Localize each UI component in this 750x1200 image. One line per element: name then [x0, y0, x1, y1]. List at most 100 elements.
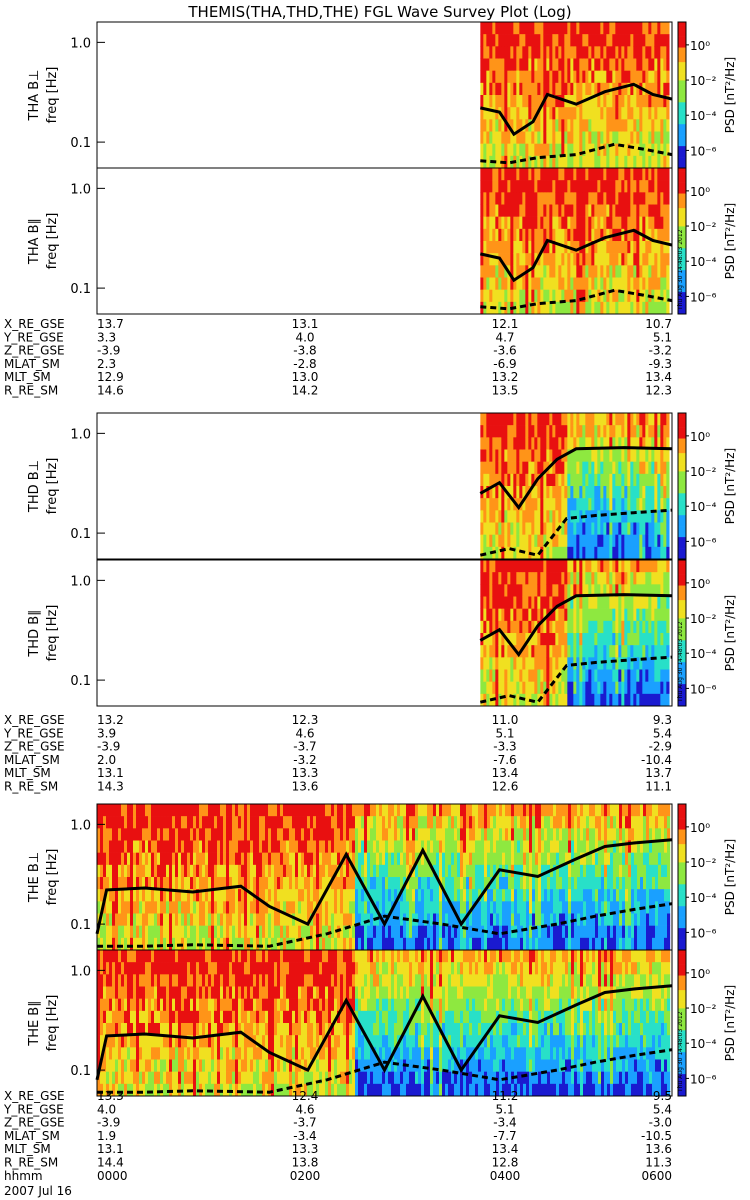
- ephem-value: -3.9: [97, 1116, 120, 1130]
- colorbar-label: PSD [nT²/Hz]: [723, 203, 737, 279]
- timestamp-stamp: Thu Aug 30 14:48:03 2012: [677, 1011, 684, 1093]
- ephem-value: -3.7: [293, 1116, 316, 1130]
- panel-label: THD B⊥: [27, 460, 42, 513]
- y-tick-label: 0.1: [70, 1064, 91, 1079]
- ephem-value: 5.1: [495, 726, 514, 740]
- ephem-value: 12.8: [492, 1156, 519, 1170]
- colorbar-label: PSD [nT²/Hz]: [723, 448, 737, 524]
- ephem-value: 13.1: [292, 317, 319, 331]
- ephem-value: 13.7: [645, 766, 672, 780]
- ephem-value: 13.4: [492, 1142, 519, 1156]
- spectrogram-image: [480, 22, 670, 169]
- colorbar-tick-label: 10⁻⁶: [690, 144, 717, 158]
- colorbar-tick-label: 10⁰: [690, 821, 710, 835]
- ephem-value: 13.6: [292, 780, 319, 794]
- dashed-trace: [480, 288, 673, 311]
- y-tick-label: 1.0: [70, 182, 91, 197]
- spectrogram-panel: 1.0 0.1 THA B⊥ freq [Hz] 10⁰ 10⁻² 10⁻⁴ 10⁻⁶ PSD …: [27, 21, 737, 169]
- ephem-value: 5.1: [653, 330, 672, 344]
- solid-trace: [479, 446, 673, 511]
- ephem-row-name: R_RE_SM: [4, 384, 58, 398]
- ephem-value: -7.7: [493, 1129, 516, 1143]
- colorbar-label: PSD [nT²/Hz]: [723, 57, 737, 133]
- ephem-value: 12.3: [645, 384, 672, 398]
- colorbar-label: PSD [nT²/Hz]: [723, 985, 737, 1061]
- ephem-value: 14.6: [97, 384, 124, 398]
- ephem-row-name: R_RE_SM: [4, 1156, 58, 1170]
- y-axis-label: freq [Hz]: [45, 458, 60, 515]
- figure-title: THEMIS(THA,THD,THE) FGL Wave Survey Plot…: [187, 3, 571, 21]
- ephem-value: -3.9: [97, 740, 120, 754]
- colorbar-tick-label: 10⁻²: [690, 74, 717, 88]
- spectrogram-panel: 1.0 0.1 THE B⊥ freq [Hz] 10⁰ 10⁻² 10⁻⁴ 10⁻⁶ PSD …: [27, 803, 737, 951]
- colorbar-tick-label: 10⁻⁴: [690, 109, 717, 123]
- y-tick-label: 1.0: [70, 818, 91, 833]
- y-tick-label: 0.1: [70, 527, 91, 542]
- ephem-value: 4.0: [97, 1102, 116, 1116]
- colorbar-label: PSD [nT²/Hz]: [723, 839, 737, 915]
- ephem-value: 13.2: [97, 713, 124, 727]
- colorbar-tick-label: 10⁻⁶: [690, 926, 717, 940]
- ephem-value: 5.4: [653, 1102, 672, 1116]
- ephem-value: 14.3: [97, 780, 124, 794]
- ephem-value: 12.6: [492, 780, 519, 794]
- ephem-value: -3.6: [493, 344, 516, 358]
- ephem-value: -2.9: [649, 740, 672, 754]
- ephem-row-name: Z_RE_GSE: [4, 740, 65, 754]
- ephem-row-name: MLT_SM: [4, 1142, 51, 1156]
- ephem-value: 9.3: [653, 713, 672, 727]
- ephem-value: 0200: [290, 1169, 321, 1183]
- ephem-value: -3.4: [493, 1116, 516, 1130]
- ephem-row-name: hhmm: [4, 1169, 43, 1183]
- colorbar: 10⁰ 10⁻² 10⁻⁴ 10⁻⁶ PSD [nT²/Hz]: [677, 412, 737, 560]
- solid-trace: [479, 593, 673, 658]
- ephem-row-name: MLAT_SM: [4, 357, 60, 371]
- ephem-value: 5.4: [653, 726, 672, 740]
- colorbar-tick-label: 10⁻⁴: [690, 891, 717, 905]
- ephem-value: 13.4: [645, 370, 672, 384]
- ephem-value: 11.2: [492, 1089, 519, 1103]
- spectrogram-image: [480, 168, 670, 315]
- ephem-value: -3.0: [649, 1116, 672, 1130]
- colorbar: 10⁰ 10⁻² 10⁻⁴ 10⁻⁶ PSD [nT²/Hz]: [677, 803, 737, 951]
- ephem-value: -9.3: [649, 357, 672, 371]
- y-axis-label: freq [Hz]: [45, 213, 60, 270]
- ephem-value: 13.3: [292, 766, 319, 780]
- colorbar: 10⁰ 10⁻² 10⁻⁴ 10⁻⁶ PSD [nT²/Hz]: [677, 21, 737, 169]
- ephem-value: 12.1: [492, 317, 519, 331]
- dashed-trace: [480, 142, 673, 165]
- timestamp-stamp: Thu Aug 30 14:48:03 2012: [677, 621, 684, 703]
- ephemeris-table: X_RE_GSE 13.2 12.3 11.0 9.3 Y_RE_GSE 3.9 4.6 5.1…: [3, 713, 672, 794]
- ephem-value: 9.5: [653, 1089, 672, 1103]
- solid-trace: [95, 984, 673, 1081]
- dashed-trace: [479, 508, 673, 557]
- ephem-value: 13.3: [97, 1089, 124, 1103]
- ephem-row-name: MLT_SM: [4, 370, 51, 384]
- ephem-value: 2.3: [97, 357, 116, 371]
- ephem-value: 10.7: [645, 317, 672, 331]
- ephem-value: 13.1: [97, 1142, 124, 1156]
- ephem-row-name: MLAT_SM: [4, 753, 60, 767]
- colorbar-tick-label: 10⁰: [690, 185, 710, 199]
- colorbar: 10⁰ 10⁻² 10⁻⁴ 10⁻⁶ PSD [nT²/Hz] Thu Aug 30 14…: [677, 167, 737, 315]
- ephem-row-name: MLAT_SM: [4, 1129, 60, 1143]
- ephemeris-table: X_RE_GSE 13.7 13.1 12.1 10.7 Y_RE_GSE 3.3 4.0 4.…: [3, 317, 672, 398]
- ephem-value: 5.1: [495, 1102, 514, 1116]
- colorbar-tick-label: 10⁻⁶: [690, 290, 717, 304]
- ephem-value: 13.4: [492, 766, 519, 780]
- colorbar-tick-label: 10⁻⁶: [690, 535, 717, 549]
- colorbar-tick-label: 10⁰: [690, 430, 710, 444]
- ephem-value: 13.0: [292, 370, 319, 384]
- ephem-row-name: Z_RE_GSE: [4, 344, 65, 358]
- ephem-row-name: Y_RE_GSE: [3, 1102, 64, 1116]
- ephemeris-table: X_RE_GSE 13.3 12.4 11.2 9.5 Y_RE_GSE 4.0 4.6 5.1…: [3, 1089, 672, 1183]
- colorbar-tick-label: 10⁻⁶: [690, 1072, 717, 1086]
- ephem-row-name: X_RE_GSE: [4, 1089, 65, 1103]
- panel-label: THA B∥: [27, 218, 42, 265]
- ephem-value: 14.2: [292, 384, 319, 398]
- ephem-value: 0400: [490, 1169, 521, 1183]
- y-tick-label: 1.0: [70, 36, 91, 51]
- ephem-row-name: X_RE_GSE: [4, 713, 65, 727]
- panel-frame: [96, 559, 673, 707]
